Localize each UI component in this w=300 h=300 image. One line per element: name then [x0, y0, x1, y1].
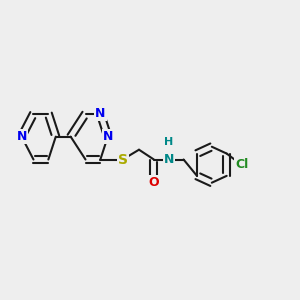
Text: N: N	[16, 130, 27, 143]
Text: Cl: Cl	[235, 158, 248, 171]
Text: N: N	[164, 153, 174, 166]
Text: N: N	[95, 107, 106, 120]
Text: H: H	[164, 137, 173, 147]
Text: N: N	[103, 130, 113, 143]
Text: O: O	[148, 176, 159, 189]
Text: S: S	[118, 152, 128, 167]
